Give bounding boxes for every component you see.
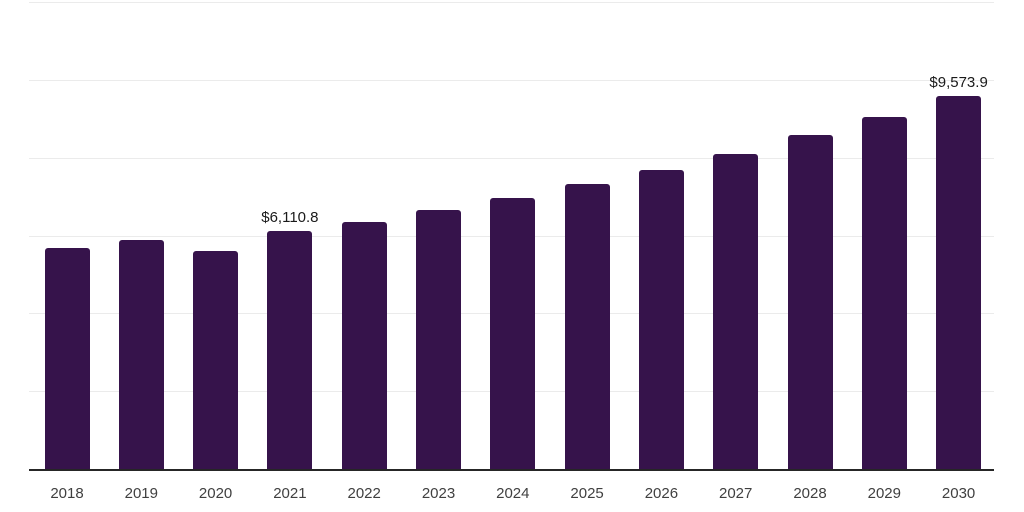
plot-area: $6,110.8 $9,573.9 bbox=[29, 2, 994, 471]
bar-2020 bbox=[193, 250, 239, 469]
x-tick-2025: 2025 bbox=[570, 485, 604, 502]
x-tick-2023: 2023 bbox=[421, 485, 456, 502]
bar-2026 bbox=[638, 169, 684, 469]
x-tick-2026: 2026 bbox=[644, 485, 679, 502]
bar-2025 bbox=[564, 183, 610, 469]
bar-2029 bbox=[861, 117, 907, 469]
x-tick-2024: 2024 bbox=[496, 485, 530, 502]
gridline-10000 bbox=[29, 79, 994, 81]
x-tick-2019: 2019 bbox=[124, 485, 158, 502]
x-tick-2021: 2021 bbox=[273, 485, 307, 502]
bar-2024 bbox=[490, 198, 536, 469]
bar-2019 bbox=[118, 240, 164, 469]
x-tick-2018: 2018 bbox=[50, 485, 84, 502]
data-label-2030: $9,573.9 bbox=[929, 74, 988, 92]
x-axis: 2018 2019 2020 2021 2022 2023 2024 2025 2026 2027… bbox=[29, 485, 994, 507]
bar-2021 bbox=[267, 231, 313, 469]
bar-2030 bbox=[936, 96, 982, 469]
bar-2028 bbox=[787, 135, 833, 469]
gridline-8000 bbox=[29, 157, 994, 159]
x-tick-2029: 2029 bbox=[867, 485, 901, 502]
bar-2023 bbox=[416, 210, 461, 469]
x-tick-2028: 2028 bbox=[793, 485, 827, 502]
x-tick-2022: 2022 bbox=[347, 485, 381, 502]
x-tick-2020: 2020 bbox=[198, 485, 233, 502]
gridline-12000 bbox=[29, 2, 994, 3]
bar-2022 bbox=[341, 221, 387, 469]
x-tick-2030: 2030 bbox=[941, 485, 976, 502]
x-tick-2027: 2027 bbox=[719, 485, 753, 502]
bar-2027 bbox=[713, 153, 759, 469]
bar-2018 bbox=[44, 248, 90, 469]
data-label-2021: $6,110.8 bbox=[261, 209, 319, 227]
